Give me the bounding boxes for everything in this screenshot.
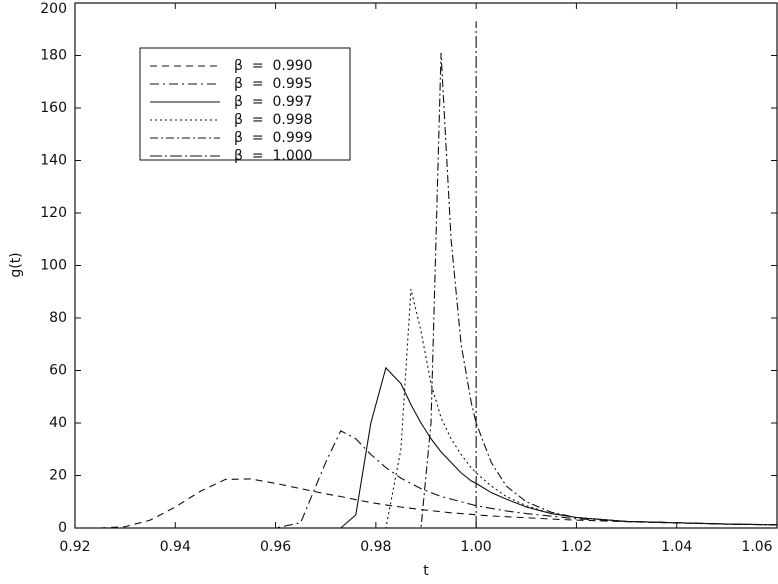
- y-tick-label: 160: [40, 100, 67, 116]
- y-tick-label: 40: [49, 415, 67, 431]
- series-line: [75, 52, 778, 529]
- legend-label: β = 1.000: [234, 148, 313, 164]
- legend-label: β = 0.998: [234, 112, 313, 128]
- x-tick-label: 0.92: [59, 539, 90, 555]
- x-tick-label: 1.06: [741, 539, 772, 555]
- x-axis-label: t: [423, 563, 429, 579]
- legend-box: [139, 47, 351, 161]
- y-tick-label: 200: [40, 1, 67, 17]
- x-tick-label: 1.02: [561, 539, 592, 555]
- legend-label: β = 0.999: [234, 130, 313, 146]
- legend-label: β = 0.990: [234, 58, 313, 74]
- legend-label: β = 0.997: [234, 94, 313, 110]
- y-tick-label: 120: [40, 205, 67, 221]
- y-axis-label: g(t): [8, 252, 24, 277]
- y-tick-label: 100: [40, 258, 67, 274]
- x-tick-label: 1.04: [661, 539, 692, 555]
- y-tick-label: 0: [58, 520, 67, 536]
- legend-label: β = 0.995: [234, 76, 313, 92]
- y-tick-label: 60: [49, 363, 67, 379]
- series-line: [75, 478, 778, 529]
- y-tick-label: 140: [40, 153, 67, 169]
- x-tick-label: 1.00: [461, 539, 492, 555]
- y-tick-label: 180: [40, 48, 67, 64]
- y-tick-label: 80: [49, 310, 67, 326]
- series-line: [75, 430, 778, 529]
- x-tick-label: 0.98: [360, 539, 391, 555]
- x-tick-label: 0.94: [160, 539, 191, 555]
- x-tick-label: 0.96: [260, 539, 291, 555]
- y-tick-label: 20: [49, 468, 67, 484]
- series-line: [75, 288, 778, 529]
